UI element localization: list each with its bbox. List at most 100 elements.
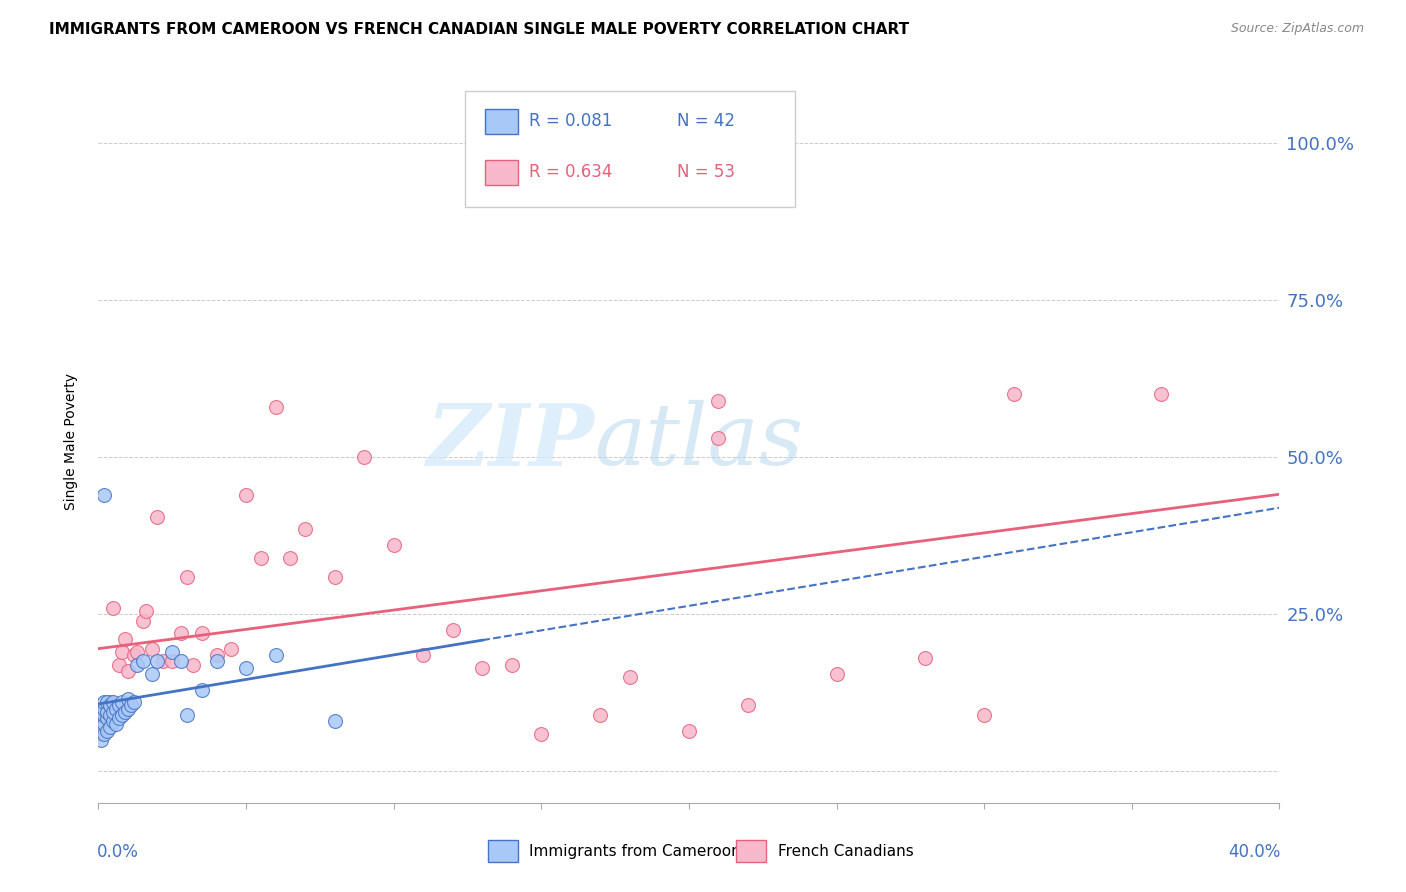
Point xyxy=(191,626,214,640)
Point xyxy=(132,614,155,628)
Point xyxy=(93,717,115,731)
Text: IMMIGRANTS FROM CAMEROON VS FRENCH CANADIAN SINGLE MALE POVERTY CORRELATION CHAR: IMMIGRANTS FROM CAMEROON VS FRENCH CANAD… xyxy=(49,22,910,37)
Point xyxy=(530,136,553,150)
Point xyxy=(162,645,183,659)
Point xyxy=(707,431,730,445)
Text: R = 0.081: R = 0.081 xyxy=(530,112,613,130)
Text: N = 42: N = 42 xyxy=(678,112,735,130)
Point xyxy=(96,695,118,709)
Point xyxy=(678,723,700,738)
Point xyxy=(205,648,228,662)
Point xyxy=(294,523,316,537)
Bar xyxy=(485,109,517,135)
Point xyxy=(96,705,118,719)
Point xyxy=(250,550,273,565)
Point xyxy=(825,667,848,681)
Point xyxy=(323,714,346,728)
Point xyxy=(914,651,936,665)
Text: R = 0.634: R = 0.634 xyxy=(530,163,613,181)
Point xyxy=(111,695,134,709)
Text: 0.0%: 0.0% xyxy=(97,843,139,861)
Point xyxy=(93,727,115,741)
Point xyxy=(737,698,759,713)
Point xyxy=(530,727,553,741)
Bar xyxy=(488,840,517,862)
Point xyxy=(135,604,157,618)
FancyBboxPatch shape xyxy=(464,91,796,207)
Point xyxy=(93,701,115,715)
Text: atlas: atlas xyxy=(595,401,804,483)
Point xyxy=(111,707,134,722)
Point xyxy=(264,400,287,414)
Point xyxy=(1150,387,1173,401)
Point xyxy=(98,695,121,709)
Point xyxy=(125,645,148,659)
Point xyxy=(103,714,125,728)
Point xyxy=(441,623,464,637)
Point xyxy=(501,657,523,672)
Point xyxy=(353,450,375,465)
Point xyxy=(181,657,204,672)
Point xyxy=(93,707,115,722)
Point xyxy=(114,632,136,647)
Point xyxy=(235,488,257,502)
Point xyxy=(117,664,139,678)
Point xyxy=(146,510,169,524)
Point xyxy=(103,705,125,719)
Y-axis label: Single Male Poverty: Single Male Poverty xyxy=(63,373,77,510)
Text: Source: ZipAtlas.com: Source: ZipAtlas.com xyxy=(1230,22,1364,36)
Point xyxy=(589,707,612,722)
Bar xyxy=(485,160,517,185)
Point xyxy=(93,488,115,502)
Point xyxy=(141,641,163,656)
Point xyxy=(162,655,183,669)
Point xyxy=(108,698,131,713)
Text: N = 53: N = 53 xyxy=(678,163,735,181)
Point xyxy=(152,655,174,669)
Point xyxy=(93,695,115,709)
Point xyxy=(170,626,193,640)
Text: Immigrants from Cameroon: Immigrants from Cameroon xyxy=(530,844,741,859)
Point xyxy=(108,711,131,725)
Point xyxy=(103,707,125,722)
Point xyxy=(117,701,139,715)
Point xyxy=(170,655,193,669)
Point xyxy=(96,723,118,738)
Point xyxy=(90,707,112,722)
Point xyxy=(120,698,142,713)
Point xyxy=(235,661,257,675)
Point xyxy=(382,538,405,552)
Point xyxy=(221,641,243,656)
Point xyxy=(323,569,346,583)
Point xyxy=(108,657,131,672)
Point xyxy=(280,550,302,565)
Point xyxy=(90,720,112,734)
Point xyxy=(105,701,128,715)
Text: 40.0%: 40.0% xyxy=(1229,843,1281,861)
Point xyxy=(471,661,494,675)
Point xyxy=(96,701,118,715)
Point xyxy=(105,717,128,731)
Point xyxy=(412,648,434,662)
Point xyxy=(103,695,125,709)
Point xyxy=(117,692,139,706)
Point xyxy=(707,393,730,408)
Point xyxy=(264,648,287,662)
Point xyxy=(619,670,641,684)
Point xyxy=(98,720,121,734)
Point xyxy=(96,711,118,725)
Point xyxy=(90,727,112,741)
Point xyxy=(125,657,148,672)
Text: ZIP: ZIP xyxy=(426,400,595,483)
Text: French Canadians: French Canadians xyxy=(778,844,914,859)
Point xyxy=(1002,387,1025,401)
Point xyxy=(176,707,198,722)
Point xyxy=(973,707,995,722)
Point xyxy=(132,655,155,669)
Point xyxy=(191,682,214,697)
Point xyxy=(122,695,145,709)
Point xyxy=(93,717,115,731)
Point xyxy=(146,655,169,669)
Bar xyxy=(737,840,766,862)
Point xyxy=(93,707,115,722)
